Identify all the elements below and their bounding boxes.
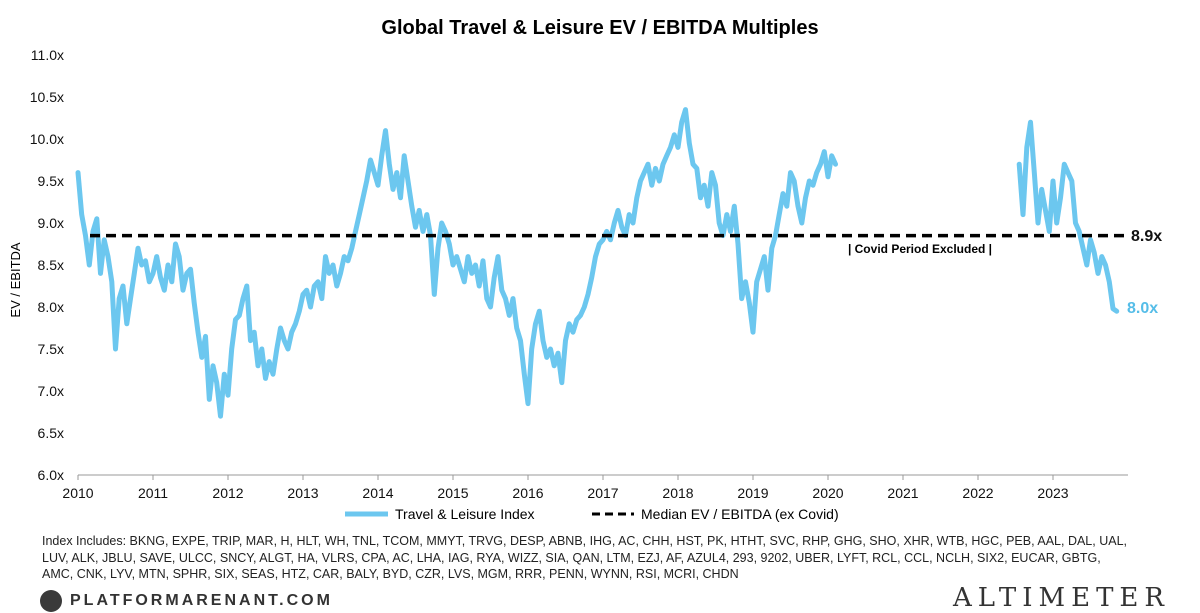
covid-annotation: | Covid Period Excluded | — [848, 242, 992, 256]
travel-leisure-index-line-segment-1 — [75, 107, 838, 419]
chart: Global Travel & Leisure EV / EBITDA Mult… — [8, 17, 1162, 522]
right-branding: ALTIMETER — [952, 583, 1170, 613]
y-tick-label: 9.0x — [38, 215, 64, 231]
y-tick-label: 7.5x — [38, 341, 64, 357]
x-tick-label: 2017 — [587, 485, 618, 501]
legend-median-label: Median EV / EBITDA (ex Covid) — [641, 506, 839, 522]
x-tick-label: 2020 — [812, 485, 843, 501]
x-tick-label: 2013 — [287, 485, 318, 501]
legend-index-label: Travel & Leisure Index — [395, 506, 535, 522]
x-tick-label: 2019 — [737, 485, 768, 501]
travel-leisure-index-line-segment-2 — [1016, 119, 1120, 314]
y-tick-label: 10.5x — [30, 89, 64, 105]
x-tick-label: 2021 — [887, 485, 918, 501]
x-tick-label: 2016 — [512, 485, 543, 501]
series-layer — [75, 107, 1126, 419]
x-axis: 2010 2011 2012 2013 2014 2015 2016 2017 2018 2019… — [62, 475, 1069, 501]
x-tick-label: 2022 — [962, 485, 993, 501]
x-tick-label: 2014 — [362, 485, 393, 501]
y-tick-label: 8.0x — [38, 299, 64, 315]
chart-title: Global Travel & Leisure EV / EBITDA Mult… — [381, 17, 818, 39]
x-tick-label: 2023 — [1037, 485, 1068, 501]
median-end-label: 8.9x — [1131, 228, 1162, 245]
x-tick-label: 2015 — [437, 485, 468, 501]
left-branding: PLATFORMARENANT.COM — [40, 590, 333, 612]
y-tick-label: 9.5x — [38, 173, 64, 189]
y-tick-label: 6.0x — [38, 467, 64, 483]
y-tick-label: 7.0x — [38, 383, 64, 399]
y-tick-label: 11.0x — [31, 47, 64, 63]
legend: Travel & Leisure Index Median EV / EBITD… — [345, 506, 839, 522]
index-end-label: 8.0x — [1127, 300, 1158, 317]
y-axis-label: EV / EBITDA — [8, 242, 23, 317]
y-axis: 6.0x 6.5x 7.0x 7.5x 8.0x 8.5x 9.0x 9.5x 10.0x 10.… — [30, 47, 64, 483]
y-tick-label: 10.0x — [30, 131, 64, 147]
globe-icon — [40, 590, 62, 612]
x-tick-label: 2018 — [662, 485, 693, 501]
x-tick-label: 2011 — [138, 485, 168, 501]
left-brand-name: PLATFORMARENANT.COM — [70, 592, 333, 609]
index-constituents-footnote: Index Includes: BKNG, EXPE, TRIP, MAR, H… — [42, 534, 1127, 581]
x-tick-label: 2012 — [212, 485, 243, 501]
x-tick-label: 2010 — [62, 485, 93, 501]
y-tick-label: 8.5x — [38, 257, 64, 273]
y-tick-label: 6.5x — [38, 425, 64, 441]
